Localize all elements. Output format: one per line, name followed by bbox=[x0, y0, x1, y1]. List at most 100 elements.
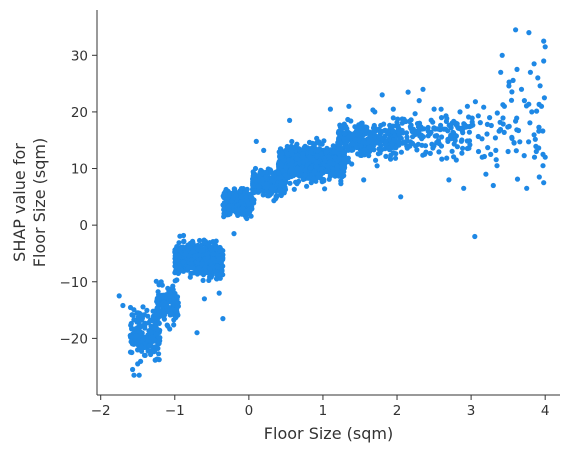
scatter-point bbox=[531, 154, 538, 160]
scatter-point bbox=[243, 214, 249, 220]
scatter-point bbox=[390, 150, 397, 156]
scatter-point bbox=[421, 126, 427, 132]
scatter-point bbox=[167, 307, 173, 313]
scatter-point bbox=[438, 106, 444, 112]
scatter-point bbox=[541, 95, 548, 101]
scatter-point bbox=[390, 115, 396, 121]
scatter-point bbox=[492, 135, 498, 141]
scatter-point bbox=[146, 343, 153, 349]
scatter-point bbox=[131, 372, 137, 378]
scatter-point bbox=[137, 322, 143, 328]
scatter-point bbox=[156, 341, 162, 347]
scatter-point bbox=[484, 121, 490, 127]
scatter-point bbox=[188, 270, 194, 276]
scatter-point bbox=[532, 136, 538, 142]
scatter-point bbox=[153, 278, 159, 284]
scatter-point bbox=[529, 109, 535, 115]
scatter-point bbox=[383, 153, 389, 159]
scatter-point bbox=[412, 111, 418, 117]
scatter-point bbox=[136, 372, 142, 378]
scatter-point bbox=[133, 333, 139, 339]
scatter-point bbox=[534, 108, 540, 114]
scatter-point bbox=[197, 237, 203, 244]
scatter-point bbox=[145, 348, 151, 354]
scatter-point bbox=[294, 156, 300, 162]
x-tick-label: −2 bbox=[91, 403, 111, 419]
scatter-point bbox=[171, 299, 177, 305]
scatter-point bbox=[396, 131, 402, 137]
scatter-point bbox=[179, 244, 185, 250]
scatter-point bbox=[514, 176, 521, 182]
scatter-point bbox=[466, 129, 472, 135]
scatter-point bbox=[401, 116, 407, 122]
scatter-point bbox=[182, 250, 189, 256]
scatter-point bbox=[501, 103, 507, 109]
scatter-point bbox=[201, 240, 208, 246]
scatter-point bbox=[213, 246, 219, 252]
scatter-point bbox=[513, 27, 519, 33]
scatter-point bbox=[171, 322, 177, 328]
x-tick-label: 3 bbox=[467, 403, 476, 419]
scatter-point bbox=[313, 164, 319, 170]
scatter-point bbox=[526, 139, 532, 145]
scatter-point bbox=[499, 52, 505, 58]
scatter-point bbox=[116, 293, 122, 299]
scatter-point bbox=[288, 166, 295, 172]
scatter-point bbox=[387, 156, 394, 162]
scatter-point bbox=[541, 180, 547, 186]
scatter-point bbox=[446, 177, 452, 183]
scatter-point bbox=[506, 79, 512, 85]
scatter-point bbox=[189, 257, 195, 263]
scatter-point bbox=[399, 127, 405, 134]
scatter-point bbox=[336, 156, 342, 162]
scatter-point bbox=[425, 124, 431, 131]
scatter-point bbox=[439, 156, 445, 162]
scatter-point bbox=[455, 124, 461, 130]
scatter-point bbox=[264, 193, 271, 199]
scatter-point bbox=[527, 120, 533, 126]
scatter-point bbox=[159, 294, 165, 300]
scatter-point bbox=[227, 211, 233, 217]
scatter-point bbox=[414, 121, 421, 127]
scatter-point bbox=[454, 144, 460, 150]
scatter-point bbox=[132, 326, 138, 332]
scatter-point bbox=[526, 101, 532, 107]
scatter-point bbox=[464, 145, 470, 152]
scatter-point bbox=[493, 157, 499, 163]
scatter-point bbox=[213, 276, 220, 282]
scatter-point bbox=[533, 148, 539, 155]
scatter-point bbox=[250, 183, 256, 189]
scatter-point bbox=[378, 135, 384, 141]
scatter-point bbox=[227, 203, 233, 209]
scatter-point bbox=[341, 165, 347, 171]
scatter-point bbox=[180, 232, 187, 239]
scatter-point bbox=[268, 186, 275, 192]
scatter-point bbox=[342, 131, 348, 137]
scatter-point bbox=[459, 128, 465, 134]
scatter-point bbox=[288, 148, 294, 154]
scatter-point bbox=[381, 121, 387, 127]
scatter-point bbox=[472, 233, 478, 240]
scatter-point bbox=[537, 83, 543, 89]
scatter-point bbox=[416, 98, 422, 104]
scatter-point bbox=[263, 174, 269, 180]
scatter-point bbox=[176, 263, 182, 269]
scatter-point bbox=[221, 214, 227, 220]
scatter-point bbox=[239, 205, 246, 211]
scatter-point bbox=[138, 317, 145, 323]
scatter-point bbox=[154, 312, 160, 318]
scatter-point bbox=[145, 313, 151, 319]
scatter-point bbox=[451, 118, 457, 124]
scatter-point bbox=[304, 183, 310, 189]
scatter-point bbox=[417, 133, 423, 139]
scatter-point bbox=[216, 290, 222, 296]
scatter-point bbox=[396, 142, 402, 148]
scatter-point bbox=[237, 188, 243, 194]
scatter-point bbox=[358, 152, 365, 158]
scatter-point bbox=[361, 177, 367, 183]
scatter-point bbox=[511, 140, 517, 146]
scatter-point bbox=[227, 190, 233, 196]
scatter-point bbox=[188, 261, 194, 267]
scatter-point bbox=[524, 185, 530, 191]
scatter-point bbox=[285, 157, 291, 163]
